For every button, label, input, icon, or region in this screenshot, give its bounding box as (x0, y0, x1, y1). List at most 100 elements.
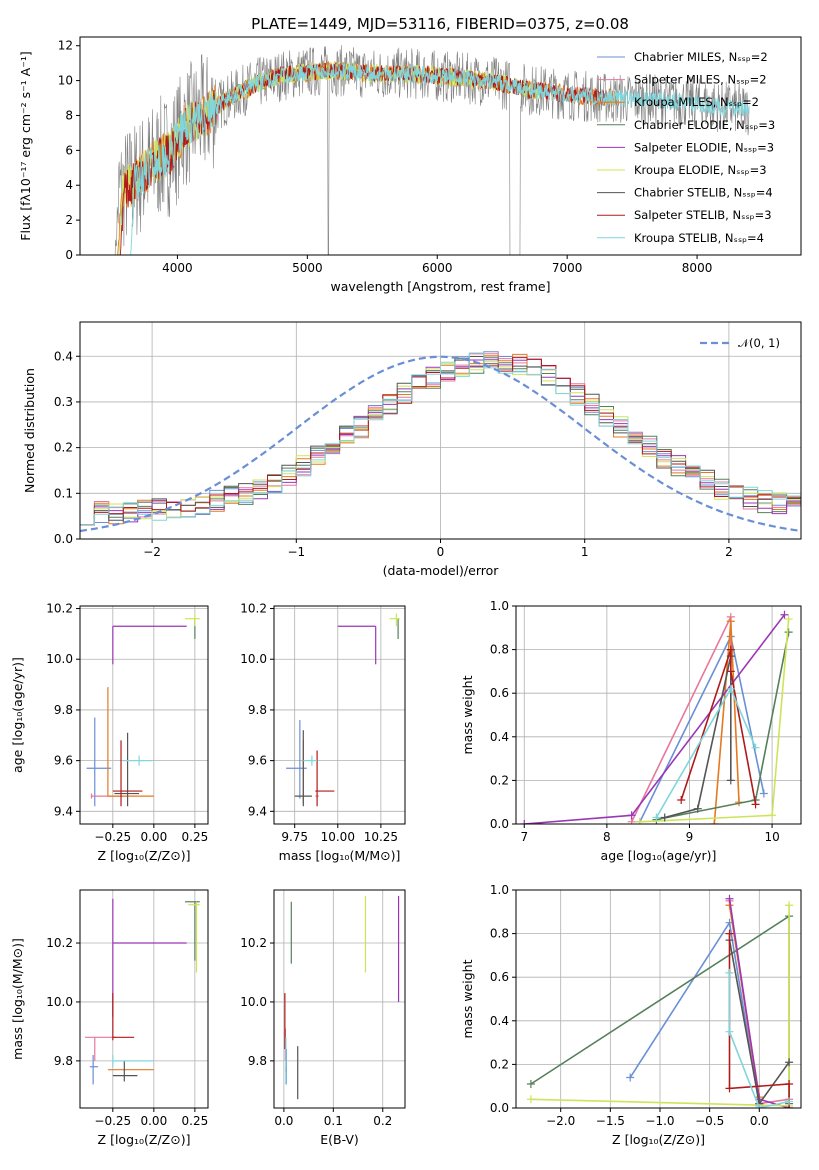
y-tick-label: 0.0 (490, 817, 509, 831)
series-salpeter-miles (627, 612, 735, 824)
y-tick-label: 10.0 (240, 995, 267, 1009)
y-tick-label: 10.2 (240, 936, 267, 950)
errorbar-chabrier-elodie (185, 901, 200, 961)
errorbar-chabrier-stelib (114, 732, 140, 807)
y-axis-label: mass [log₁₀(M/M⊙)] (10, 938, 25, 1060)
chart-residuals: −2 −1 0 1 2 0.0 0.1 0.2 0.3 0.4 (data-model)/error… (22, 321, 802, 578)
errorbar-kroupa-elodie (185, 613, 200, 627)
y-tick-label: 0.4 (490, 1014, 509, 1028)
x-axis-label: wavelength [Angstrom, rest frame] (330, 279, 550, 294)
errorbar-kroupa-elodie (389, 613, 400, 627)
x-tick-label: 9 (686, 830, 694, 844)
chart-title: PLATE=1449, MJD=53116, FIBERID=0375, z=0… (251, 15, 629, 33)
axes-frame (273, 889, 406, 1109)
data-point-marker (526, 1095, 535, 1104)
y-tick-label: 0.2 (54, 441, 73, 455)
x-tick-label: 8000 (682, 261, 713, 275)
data-point-marker (751, 800, 760, 809)
y-tick-label: 10 (58, 74, 73, 88)
x-tick-label: 0.25 (182, 1114, 209, 1128)
data-point-marker (693, 804, 702, 813)
chart-age-vs-Z: −0.25 0.00 0.25 9.4 9.6 9.8 10.0 10.2 Z [log₁₀(Z… (10, 602, 209, 863)
axes-frame (79, 36, 802, 256)
x-tick-label: −0.25 (94, 830, 131, 844)
x-axis-label: Z [log₁₀(Z/Z⊙)] (98, 848, 191, 863)
x-tick-label: −1.5 (596, 1114, 625, 1128)
errorbar-chabrier-stelib (294, 730, 312, 807)
series-kroupa-elodie (635, 615, 793, 824)
series-line (664, 655, 732, 819)
y-tick-label: 1.0 (490, 599, 509, 613)
y-tick-label: 0.6 (490, 686, 509, 700)
x-axis-label: E(B-V) (320, 1132, 359, 1147)
y-tick-label: 8 (65, 108, 73, 122)
chart-spectrum: 4000 5000 6000 7000 8000 0 2 4 6 8 10 12 wavelength … (18, 15, 802, 294)
series-line (629, 920, 761, 1106)
y-tick-label: 0.8 (490, 927, 509, 941)
y-tick-label: 9.8 (54, 703, 73, 717)
y-tick-label: 0.8 (490, 643, 509, 657)
y-tick-label: 0.0 (54, 532, 73, 546)
y-axis-label: age [log₁₀(age/yr)] (10, 657, 25, 773)
x-tick-label: 8 (603, 830, 611, 844)
errorbar-salpeter-elodie (337, 625, 377, 665)
y-tick-label: 10.2 (240, 602, 267, 616)
x-tick-label: 1 (581, 545, 589, 559)
data-point-marker (780, 610, 789, 619)
data-point-marker (785, 901, 794, 910)
x-axis-label: mass [log₁₀(M/M⊙)] (279, 848, 401, 863)
data-point-marker (526, 1080, 535, 1089)
series-kroupa-stelib (652, 684, 760, 822)
legend-entry: Kroupa STELIB, Nₛₛₚ=4 (634, 231, 764, 245)
data-point-marker (710, 820, 719, 824)
y-tick-label: 2 (65, 213, 73, 227)
x-tick-label: 0.00 (140, 830, 167, 844)
plot-area (516, 890, 801, 1108)
chart-age-vs-mass: 9.75 10.00 10.25 9.4 9.6 9.8 10.0 10.2 mass [log… (240, 602, 406, 863)
legend-entry: Chabrier ELODIE, Nₛₛₚ=3 (634, 118, 775, 132)
data-point-marker (725, 1027, 734, 1036)
data-point-marker (627, 811, 636, 820)
data-point-marker (626, 1073, 635, 1082)
plot-area (80, 606, 208, 824)
x-tick-label: 10 (764, 830, 779, 844)
x-tick-label: 2 (725, 545, 733, 559)
y-tick-label: 0.0 (490, 1101, 509, 1115)
legend-entry: Kroupa MILES, Nₛₛₚ=2 (634, 95, 759, 109)
plot-area (80, 322, 801, 539)
data-point-marker (784, 628, 793, 637)
errorbar-kroupa-stelib (122, 755, 153, 766)
y-tick-label: 10.2 (46, 602, 73, 616)
legend-entry: Salpeter MILES, Nₛₛₚ=2 (634, 73, 767, 87)
x-tick-label: −0.25 (94, 1114, 131, 1128)
data-point-marker (755, 1104, 764, 1108)
data-point-marker (759, 789, 768, 798)
y-tick-label: 0.2 (490, 1057, 509, 1071)
plot-area (274, 890, 405, 1108)
series-salpeter-stelib (677, 645, 760, 809)
y-tick-label: 10.0 (46, 995, 73, 1009)
plot-area (516, 606, 801, 824)
errorbar-salpeter-stelib (315, 750, 335, 807)
x-tick-label: −1 (287, 545, 305, 559)
axes-frame (79, 605, 209, 825)
y-tick-label: 10.2 (46, 936, 73, 950)
x-axis-label: Z [log₁₀(Z/Z⊙)] (98, 1132, 191, 1147)
series-salpeter-elodie (520, 610, 789, 824)
series-line (639, 634, 765, 823)
axes-frame (79, 889, 209, 1109)
errorbar-kroupa-miles (107, 687, 154, 797)
y-tick-label: 12 (58, 39, 73, 53)
x-tick-label: 0.2 (373, 1114, 392, 1128)
legend-entry: Chabrier MILES, Nₛₛₚ=2 (634, 50, 768, 64)
chart-mass-vs-EBV: 0.0 0.1 0.2 9.8 10.0 10.2 E(B-V) (240, 889, 406, 1147)
x-tick-label: 4000 (162, 261, 193, 275)
series-line (680, 649, 757, 805)
data-point-marker (785, 1058, 794, 1067)
y-tick-label: 9.8 (248, 1054, 267, 1068)
plot-area (274, 606, 405, 824)
legend-entry: Kroupa ELODIE, Nₛₛₚ=3 (634, 163, 767, 177)
x-tick-label: 10.00 (321, 830, 355, 844)
y-tick-label: 9.6 (248, 754, 267, 768)
